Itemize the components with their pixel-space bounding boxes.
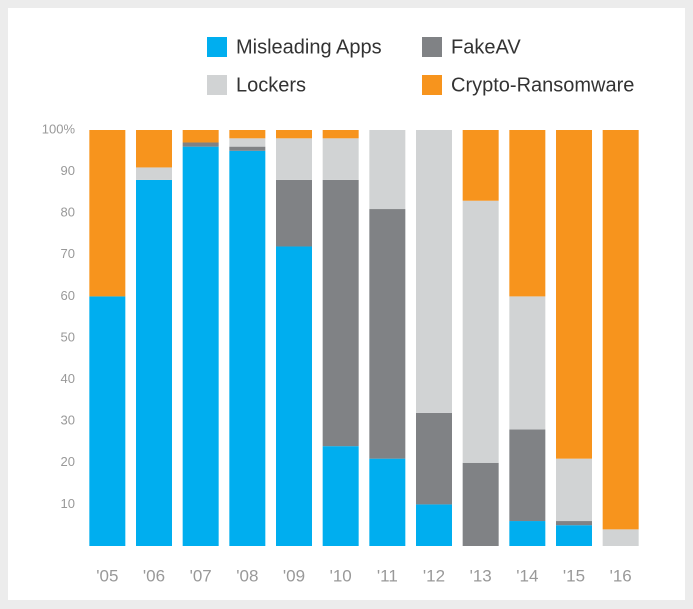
legend-swatch — [422, 37, 442, 57]
bar-segment — [182, 130, 219, 143]
bar-segment — [136, 167, 172, 180]
bar-segment — [556, 130, 592, 459]
bar-segment — [602, 529, 639, 546]
bar-segment — [602, 130, 639, 530]
bar-segment — [556, 525, 592, 546]
y-tick-label: 60 — [61, 288, 75, 303]
y-tick-label: 30 — [61, 413, 75, 428]
legend-swatch — [207, 37, 227, 57]
y-tick-label: 100% — [42, 121, 76, 136]
bar-segment — [509, 429, 546, 522]
bar-segment — [182, 146, 219, 546]
x-tick-label: '14 — [516, 566, 538, 585]
bar-segment — [416, 504, 452, 546]
bar-segment — [229, 130, 266, 139]
bar-segment — [229, 150, 266, 547]
x-tick-label: '15 — [563, 566, 585, 585]
bar-segment — [276, 130, 312, 139]
bar-segment — [462, 462, 499, 546]
bar-segment — [276, 138, 312, 180]
bar-segment — [322, 130, 359, 139]
bar-segment — [322, 179, 359, 447]
bar-segment — [136, 130, 172, 168]
legend-label: Lockers — [236, 74, 306, 96]
bar-segment — [322, 446, 359, 546]
bar-segment — [89, 296, 126, 546]
bar-segment — [556, 521, 592, 526]
x-tick-label: '05 — [96, 566, 118, 585]
bar-segment — [509, 296, 546, 430]
bar-segment — [182, 142, 219, 147]
bar-segment — [509, 521, 546, 546]
bar-segment — [89, 130, 126, 297]
legend-label: Crypto-Ransomware — [451, 74, 634, 96]
x-tick-label: '07 — [190, 566, 212, 585]
y-tick-label: 40 — [61, 371, 75, 386]
legend-swatch — [422, 75, 442, 95]
legend-swatch — [207, 75, 227, 95]
bar-segment — [136, 179, 172, 547]
y-tick-label: 50 — [61, 329, 75, 344]
y-tick-label: 90 — [61, 163, 75, 178]
x-tick-label: '11 — [377, 566, 398, 585]
x-tick-label: '16 — [610, 566, 632, 585]
bar-segment — [416, 130, 452, 413]
bar-segment — [556, 458, 592, 522]
bar-segment — [322, 138, 359, 180]
bar-segment — [416, 412, 452, 505]
x-tick-label: '08 — [236, 566, 258, 585]
y-tick-label: 10 — [61, 496, 75, 511]
bar-segment — [509, 130, 546, 297]
bar-segment — [276, 246, 312, 547]
legend-label: Misleading Apps — [236, 36, 382, 58]
x-tick-label: '09 — [283, 566, 305, 585]
bar-segment — [229, 138, 266, 147]
y-tick-label: 70 — [61, 246, 75, 261]
y-tick-label: 80 — [61, 205, 75, 220]
bar-segment — [369, 458, 406, 546]
x-tick-label: '13 — [470, 566, 492, 585]
bar-segment — [369, 209, 406, 459]
x-tick-label: '12 — [423, 566, 445, 585]
legend-label: FakeAV — [451, 36, 521, 58]
x-tick-label: '10 — [330, 566, 352, 585]
y-tick-label: 20 — [61, 454, 75, 469]
x-tick-label: '06 — [143, 566, 165, 585]
bar-segment — [276, 179, 312, 247]
bar-segment — [369, 130, 406, 210]
bar-segment — [229, 146, 266, 151]
bar-segment — [462, 200, 499, 463]
bar-segment — [462, 130, 499, 201]
